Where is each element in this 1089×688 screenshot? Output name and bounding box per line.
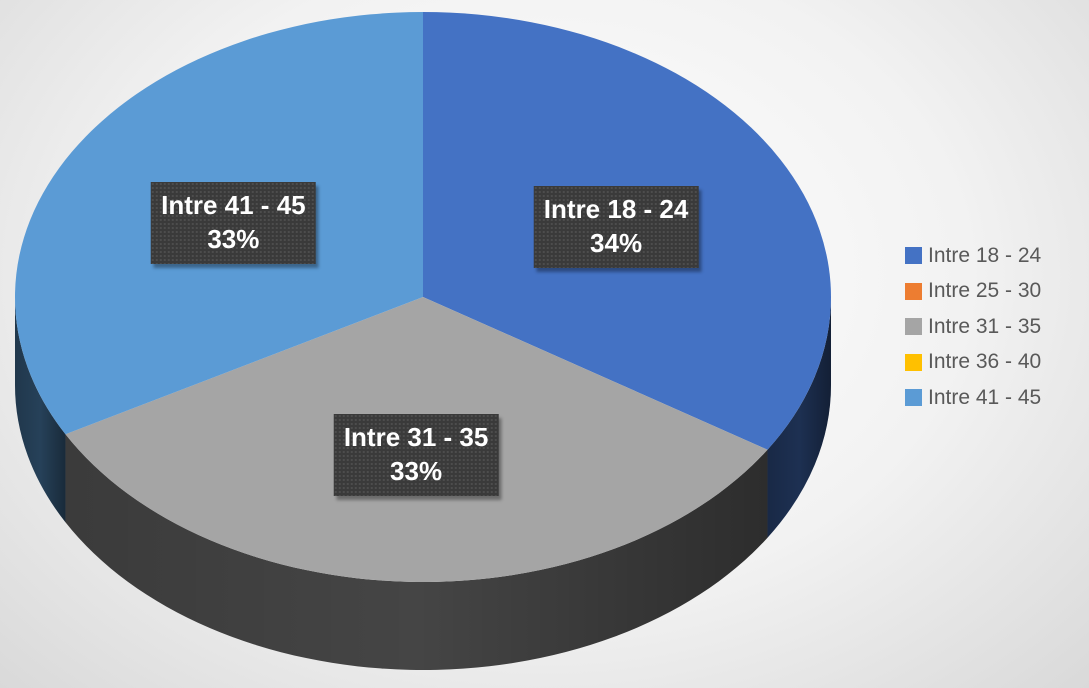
- legend: Intre 18 - 24 Intre 25 - 30 Intre 31 - 35 I…: [905, 238, 1041, 416]
- pie-slice-side-shading-intre-41-45: [15, 297, 66, 523]
- legend-swatch: [905, 282, 922, 300]
- legend-swatch: [905, 318, 922, 336]
- data-label-value: 34%: [590, 227, 643, 258]
- legend-swatch: [905, 247, 922, 265]
- data-label-intre-18-24: Intre 18 - 24 34%: [533, 185, 699, 268]
- legend-item-intre-18-24: Intre 18 - 24: [905, 238, 1041, 274]
- legend-label: Intre 31 - 35: [928, 314, 1042, 338]
- data-label-category: Intre 41 - 45: [161, 189, 306, 220]
- legend-label: Intre 36 - 40: [928, 350, 1042, 374]
- data-label-value: 33%: [207, 223, 260, 254]
- data-label-intre-41-45: Intre 41 - 45 33%: [151, 181, 316, 264]
- data-label-category: Intre 18 - 24: [543, 193, 689, 224]
- pie-slice-side-shading-intre-31-35: [65, 434, 768, 671]
- legend-item-intre-36-40: Intre 36 - 40: [905, 345, 1041, 381]
- data-label-category: Intre 31 - 35: [343, 421, 489, 452]
- legend-label: Intre 41 - 45: [928, 385, 1042, 409]
- legend-swatch: [905, 353, 922, 371]
- data-label-intre-31-35: Intre 31 - 35 33%: [333, 413, 499, 496]
- legend-swatch: [905, 389, 922, 407]
- pie-slice-side-shading-intre-18-24: [767, 297, 831, 538]
- data-label-value: 33%: [390, 455, 443, 486]
- legend-item-intre-25-30: Intre 25 - 30: [905, 274, 1041, 310]
- legend-label: Intre 18 - 24: [928, 243, 1042, 267]
- legend-item-intre-41-45: Intre 41 - 45: [905, 380, 1041, 416]
- legend-item-intre-31-35: Intre 31 - 35: [905, 309, 1041, 345]
- legend-label: Intre 25 - 30: [928, 279, 1042, 303]
